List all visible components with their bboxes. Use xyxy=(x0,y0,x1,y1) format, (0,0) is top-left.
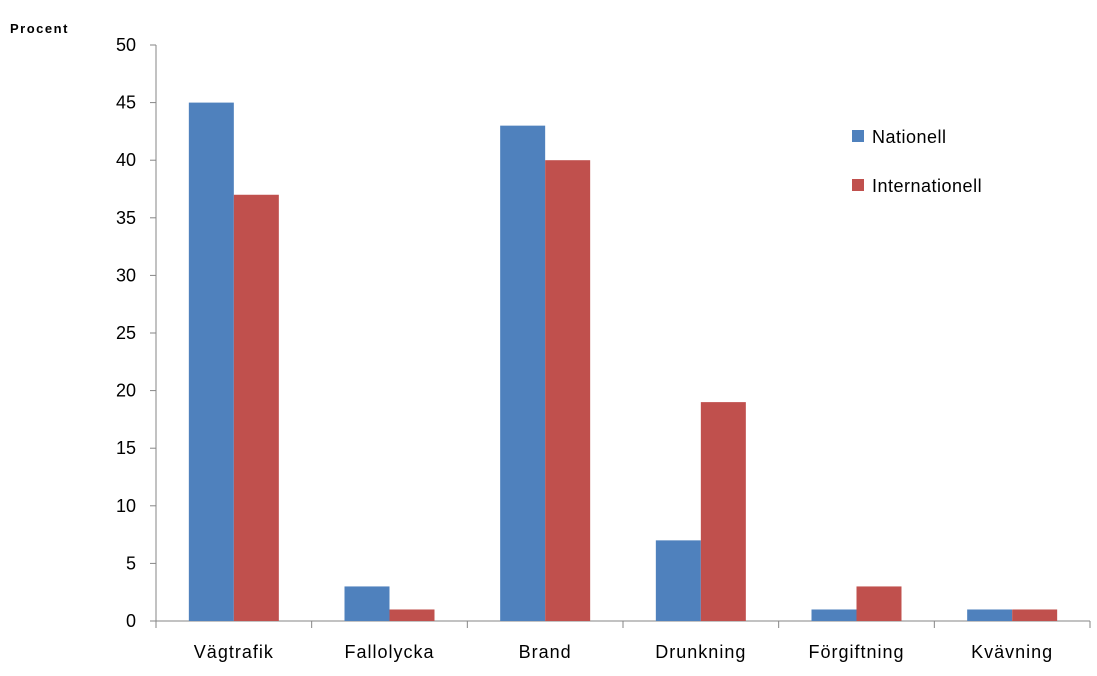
y-tick-label: 30 xyxy=(116,265,136,285)
y-tick-label: 40 xyxy=(116,150,136,170)
bar-nationell-1 xyxy=(344,586,390,621)
y-tick-label: 20 xyxy=(116,381,136,401)
y-tick-label: 15 xyxy=(116,438,136,458)
bar-internationell-2 xyxy=(545,160,591,621)
y-tick-label: 45 xyxy=(116,93,136,113)
bar-internationell-5 xyxy=(1012,609,1058,621)
x-category-label: Kvävning xyxy=(971,642,1053,662)
y-tick-label: 35 xyxy=(116,208,136,228)
bar-internationell-0 xyxy=(233,194,279,621)
axes-layer xyxy=(150,44,1091,628)
x-category-label: Vägtrafik xyxy=(194,642,274,662)
bars-layer xyxy=(188,102,1058,622)
y-tick-label: 0 xyxy=(126,611,136,631)
legend-label-nationell: Nationell xyxy=(872,127,947,147)
bar-nationell-4 xyxy=(811,609,857,621)
x-category-label: Förgiftning xyxy=(808,642,904,662)
y-tick-label: 10 xyxy=(116,496,136,516)
y-tick-label: 50 xyxy=(116,35,136,55)
y-tick-label: 5 xyxy=(126,553,136,573)
bar-nationell-5 xyxy=(967,609,1013,621)
bar-internationell-4 xyxy=(856,586,902,621)
bar-nationell-2 xyxy=(500,125,546,621)
x-category-label: Fallolycka xyxy=(344,642,434,662)
y-tick-label: 25 xyxy=(116,323,136,343)
y-axis-title: Procent xyxy=(10,21,69,36)
bar-nationell-3 xyxy=(655,540,701,621)
legend-swatch-nationell xyxy=(852,130,864,142)
x-category-label: Drunkning xyxy=(655,642,746,662)
legend-swatch-internationell xyxy=(852,179,864,191)
bar-nationell-0 xyxy=(188,102,234,622)
labels-layer: 0 5 10 15 20 25 30 35 40 45 50 Vägtrafik Fallolycka B… xyxy=(116,35,1053,662)
x-category-label: Brand xyxy=(519,642,572,662)
legend-label-internationell: Internationell xyxy=(872,176,982,196)
legend: Nationell Internationell xyxy=(852,127,982,196)
bar-internationell-3 xyxy=(700,402,746,621)
bar-internationell-1 xyxy=(389,609,435,621)
